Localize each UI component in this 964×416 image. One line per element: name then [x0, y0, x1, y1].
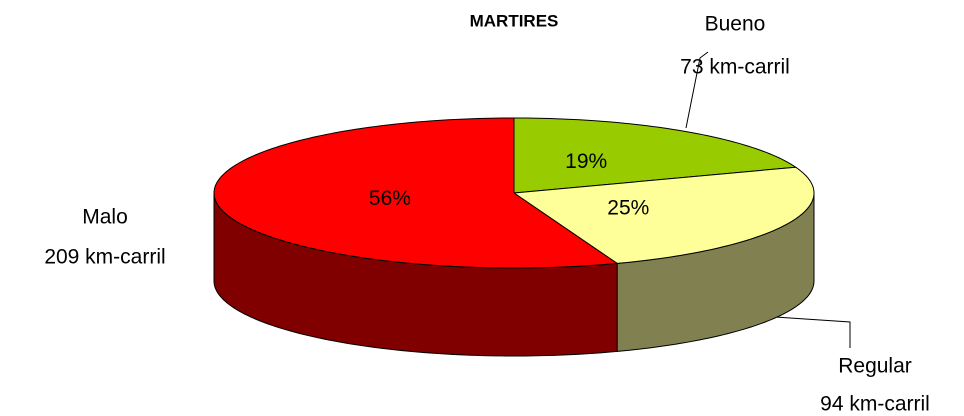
value-label: 94 km-carril	[820, 393, 930, 416]
category-label: Bueno	[705, 13, 766, 36]
percent-label: 56%	[369, 187, 411, 210]
chart-title: MARTIRES	[470, 11, 559, 30]
pie-slice	[213, 117, 619, 269]
value-label: 73 km-carril	[680, 56, 790, 79]
pie-slice	[513, 117, 798, 194]
percent-label: 25%	[607, 196, 649, 219]
pie-slice	[512, 166, 815, 264]
category-label: Malo	[82, 206, 128, 229]
category-label: Regular	[838, 355, 912, 378]
percent-label: 19%	[565, 150, 607, 173]
leader-line	[685, 51, 709, 129]
value-label: 209 km-carril	[44, 246, 165, 269]
